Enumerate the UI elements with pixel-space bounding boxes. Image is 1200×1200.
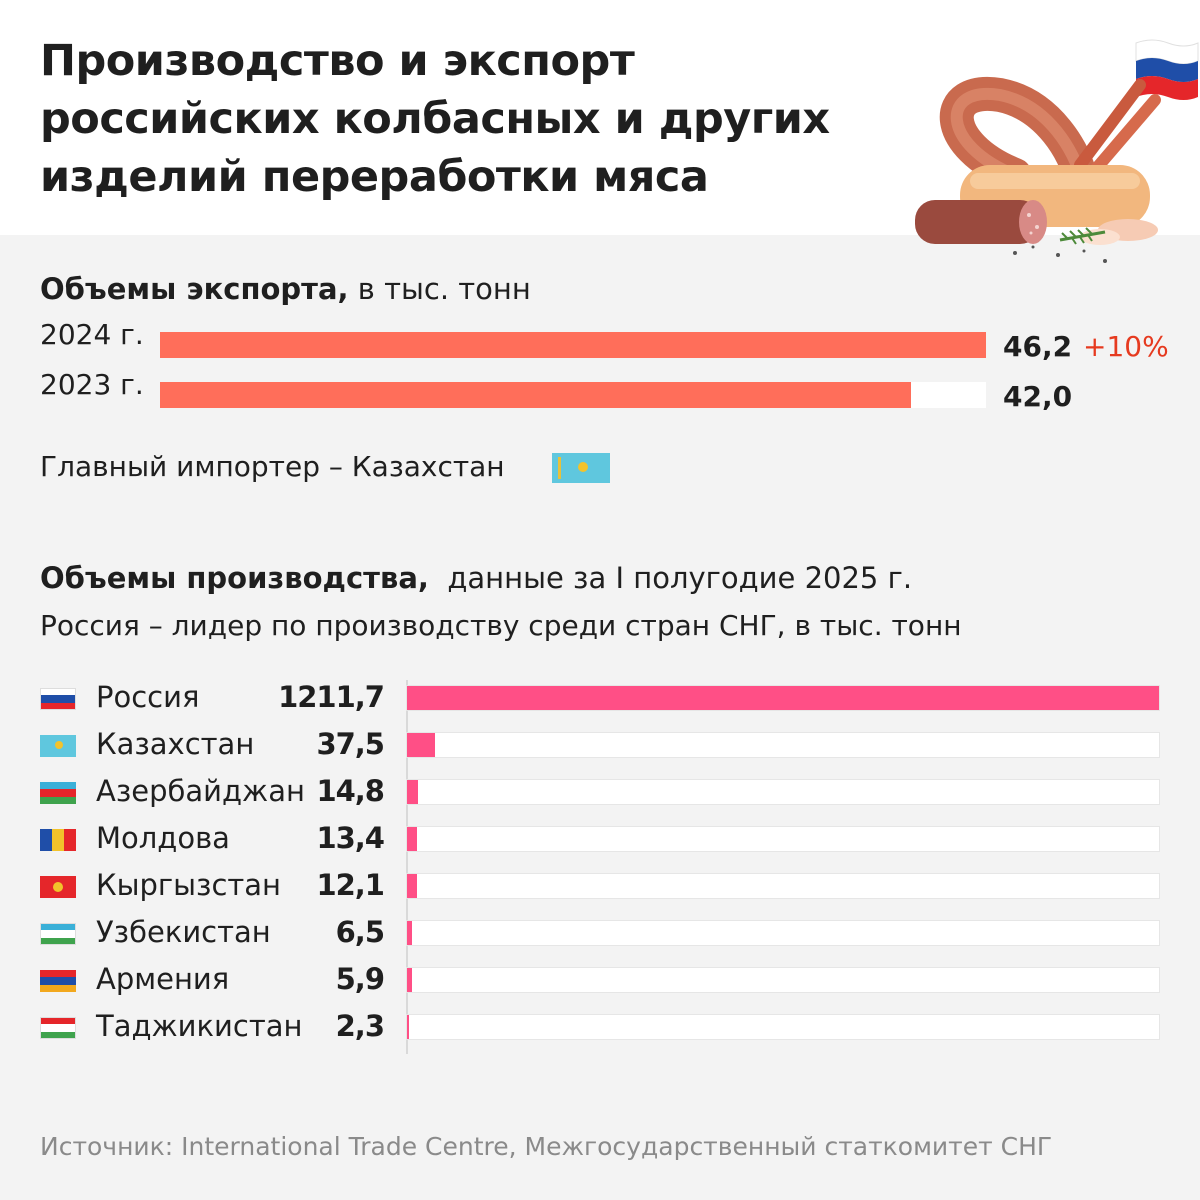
sausage-illustration	[915, 39, 1199, 263]
export-year-label: 2023 г.	[40, 368, 144, 401]
export-value-label: 42,0	[1003, 380, 1073, 413]
production-bar	[407, 827, 417, 851]
moldova-flag-icon	[40, 829, 76, 851]
export-heading: Объемы экспорта, в тыс. тонн	[40, 272, 531, 306]
country-name-label: Азербайджан	[96, 774, 305, 808]
armenia-flag-icon	[40, 970, 76, 992]
source-note: Источник: International Trade Centre, Ме…	[40, 1132, 1053, 1161]
kazakhstan-flag-icon	[552, 453, 610, 483]
russia-flag-icon	[1135, 39, 1199, 100]
production-value-label: 1211,7	[278, 680, 385, 714]
country-name-label: Молдова	[96, 821, 230, 855]
uzbekistan-flag-icon	[40, 923, 76, 945]
page-title: Производство и экспорт российских колбас…	[40, 36, 830, 202]
production-value-label: 5,9	[335, 962, 385, 996]
production-bar	[407, 780, 418, 804]
production-bar	[407, 733, 435, 757]
production-heading: Объемы производства, данные за I полугод…	[40, 561, 913, 595]
country-name-label: Армения	[96, 962, 230, 996]
production-bar	[407, 921, 412, 945]
country-name-label: Казахстан	[96, 727, 255, 761]
production-value-label: 2,3	[335, 1009, 385, 1043]
export-bar-track	[160, 332, 986, 358]
production-value-label: 12,1	[316, 868, 385, 902]
production-value-label: 6,5	[335, 915, 385, 949]
production-subtitle: Россия – лидер по производству среди стр…	[40, 609, 962, 642]
country-name-label: Кыргызстан	[96, 868, 282, 902]
export-bar	[160, 332, 986, 358]
production-bar-track	[406, 685, 1160, 711]
export-bar	[160, 382, 911, 408]
azerbaijan-flag-icon	[40, 782, 76, 804]
production-bar-track	[406, 826, 1160, 852]
production-bar	[407, 968, 412, 992]
production-bar-track	[406, 967, 1160, 993]
production-bar-track	[406, 1014, 1160, 1040]
production-bar-track	[406, 920, 1160, 946]
country-name-label: Россия	[96, 680, 200, 714]
country-name-label: Таджикистан	[96, 1009, 303, 1043]
production-value-label: 14,8	[316, 774, 385, 808]
production-value-label: 13,4	[316, 821, 385, 855]
kazakhstan-flag-icon	[40, 735, 76, 757]
export-bar-track	[160, 382, 986, 408]
main-importer-label: Главный импортер – Казахстан	[40, 450, 505, 483]
export-value-label: 46,2	[1003, 330, 1073, 363]
production-bar-track	[406, 873, 1160, 899]
russia-flag-icon	[40, 688, 76, 710]
production-axis-line	[406, 680, 408, 1054]
production-bar	[407, 686, 1159, 710]
tajikistan-flag-icon	[40, 1017, 76, 1039]
production-bar	[407, 1015, 409, 1039]
production-value-label: 37,5	[316, 727, 385, 761]
production-bar-track	[406, 779, 1160, 805]
kyrgyzstan-flag-icon	[40, 876, 76, 898]
export-change-label: +10%	[1083, 330, 1169, 363]
country-name-label: Узбекистан	[96, 915, 271, 949]
export-year-label: 2024 г.	[40, 318, 144, 351]
production-bar-track	[406, 732, 1160, 758]
production-bar	[407, 874, 417, 898]
